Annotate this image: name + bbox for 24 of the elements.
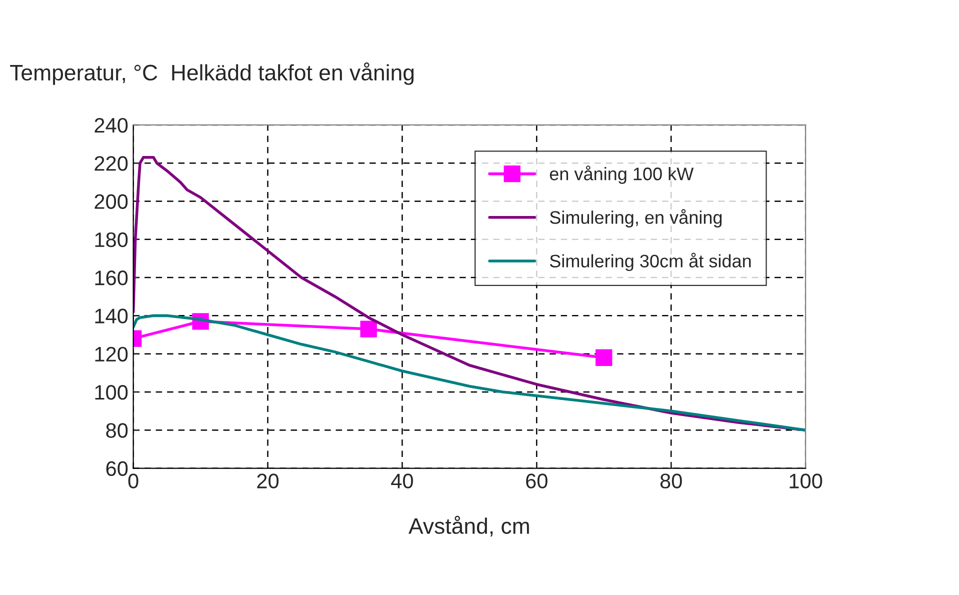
y-tick-label: 180 <box>95 232 128 248</box>
x-tick-label: 20 <box>257 474 279 488</box>
point <box>596 349 612 366</box>
legend-label: Simulering, en våning <box>550 209 722 228</box>
y-tick-label: 80 <box>106 423 128 438</box>
y-tick-label: 240 <box>94 118 128 133</box>
y-tick-label: 140 <box>95 308 128 324</box>
x-axis-title: Avstånd, cm <box>408 516 529 537</box>
x-tick-label: 100 <box>790 474 822 488</box>
x-tick-label: 80 <box>660 474 682 488</box>
legend-label: en våning 100 kW <box>550 166 694 184</box>
y-tick-label: 220 <box>94 156 128 171</box>
chart-title: Temperatur, °C Helkädd takfot en våning <box>10 62 414 85</box>
line-series <box>133 314 806 432</box>
point <box>360 320 377 338</box>
x-tick-label: 0 <box>128 474 138 488</box>
y-tick-label: 160 <box>95 270 128 286</box>
y-tick-label: 100 <box>95 384 128 400</box>
legend-label: Simulering 30cm åt sidan <box>550 252 751 272</box>
y-tick-label: 200 <box>94 194 128 209</box>
y-tick-label: 120 <box>95 346 128 362</box>
x-tick-label: 60 <box>526 474 548 488</box>
y-tick-label: 60 <box>106 461 128 476</box>
x-tick-label: 40 <box>391 474 413 488</box>
